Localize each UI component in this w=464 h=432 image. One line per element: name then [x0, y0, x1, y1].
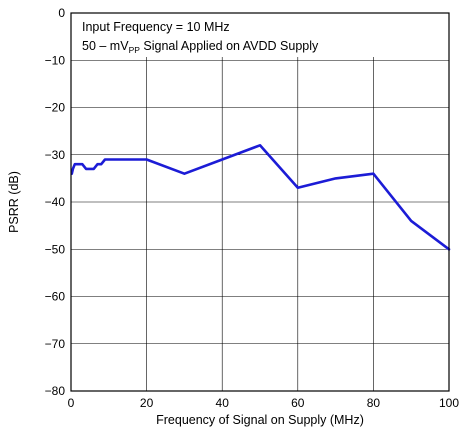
- annotation-background: [71, 13, 375, 57]
- grid-lines: [71, 57, 449, 391]
- y-tick-label: −50: [45, 242, 66, 256]
- series-layer: [70, 144, 451, 251]
- x-tick-label: 100: [439, 396, 459, 410]
- y-tick-label: −30: [45, 148, 66, 162]
- annotation-line-2-subscript: PP: [129, 45, 141, 55]
- y-tick-labels: 0 −10 −20 −30 −40 −50 −60 −70 −80: [45, 6, 66, 398]
- plot-frame: [70, 12, 450, 392]
- annotation-line-2-prefix: 50 – mV: [82, 39, 129, 53]
- psrr-series-line: [70, 144, 451, 251]
- x-tick-label: 60: [291, 396, 305, 410]
- y-tick-label: −40: [45, 195, 66, 209]
- y-tick-label: −80: [45, 384, 66, 398]
- y-tick-label: −60: [45, 290, 66, 304]
- annotation-line-2-suffix: Signal Applied on AVDD Supply: [140, 39, 319, 53]
- x-tick-label: 20: [140, 396, 154, 410]
- x-tick-label: 0: [68, 396, 75, 410]
- x-tick-labels: 0 20 40 60 80 100: [68, 396, 460, 410]
- y-tick-label: −70: [45, 337, 66, 351]
- y-tick-label: 0: [58, 6, 65, 20]
- annotation-line-1: Input Frequency = 10 MHz: [82, 20, 230, 34]
- y-axis-title: PSRR (dB): [7, 171, 21, 233]
- y-tick-label: −10: [45, 53, 66, 67]
- x-axis-title: Frequency of Signal on Supply (MHz): [156, 413, 364, 427]
- x-tick-label: 80: [367, 396, 381, 410]
- annotation-box: Input Frequency = 10 MHz 50 – mVPP Signa…: [71, 13, 375, 57]
- annotation-line-2: 50 – mVPP Signal Applied on AVDD Supply: [82, 39, 319, 55]
- x-tick-label: 40: [216, 396, 230, 410]
- y-tick-label: −20: [45, 101, 66, 115]
